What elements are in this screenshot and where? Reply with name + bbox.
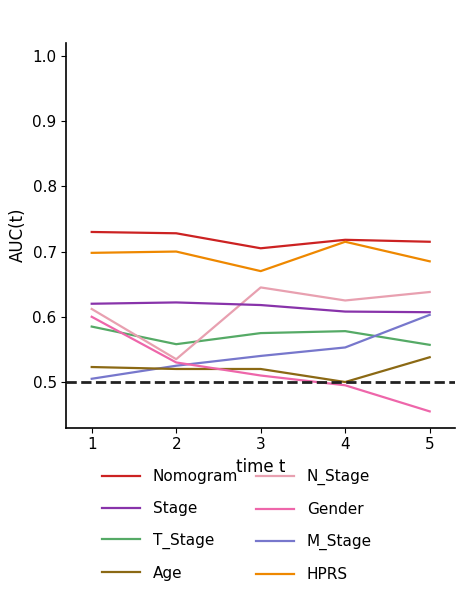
X-axis label: time t: time t [236,458,285,476]
Legend: Nomogram, Stage, T_Stage, Age, N_Stage, Gender, M_Stage, HPRS: Nomogram, Stage, T_Stage, Age, N_Stage, … [96,463,378,588]
Y-axis label: AUC(t): AUC(t) [9,208,27,263]
